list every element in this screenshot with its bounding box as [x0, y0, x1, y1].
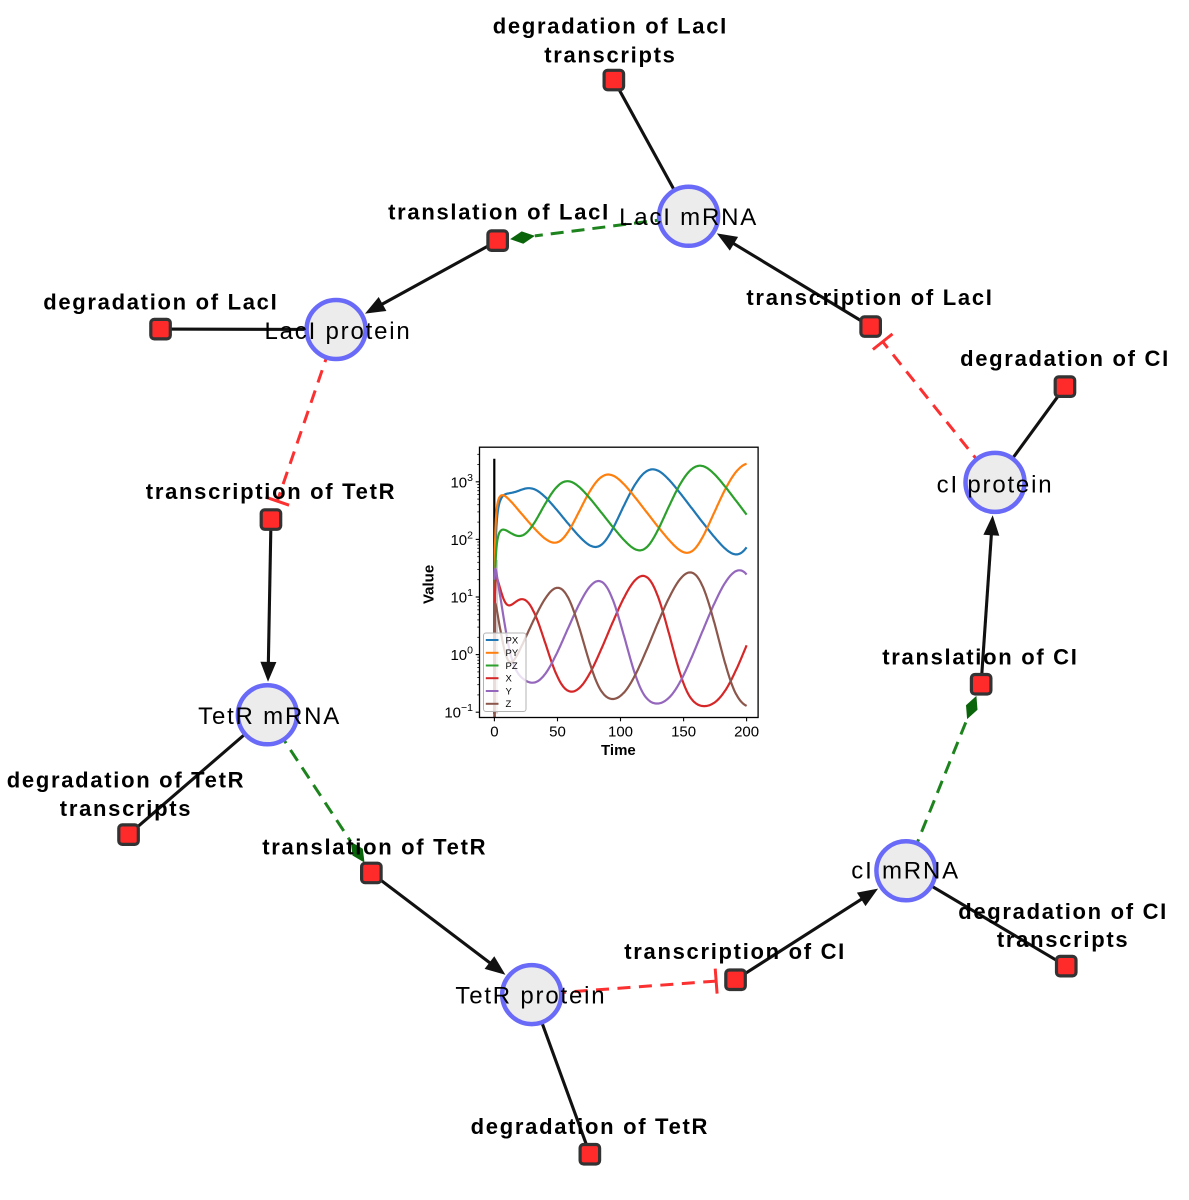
svg-text:transcription of CI: transcription of CI	[624, 939, 846, 964]
svg-text:transcripts: transcripts	[997, 927, 1129, 952]
svg-text:TetR protein: TetR protein	[455, 983, 606, 1010]
svg-text:transcription of TetR: transcription of TetR	[146, 479, 396, 504]
svg-text:cI protein: cI protein	[937, 471, 1054, 498]
svg-text:TetR mRNA: TetR mRNA	[198, 703, 341, 730]
svg-text:degradation of TetR: degradation of TetR	[7, 767, 245, 792]
svg-text:degradation of TetR: degradation of TetR	[471, 1114, 709, 1139]
svg-text:50: 50	[549, 723, 566, 740]
svg-text:100: 100	[608, 723, 633, 740]
svg-text:Time: Time	[601, 742, 636, 759]
svg-text:translation of CI: translation of CI	[882, 645, 1078, 670]
svg-text:cI mRNA: cI mRNA	[851, 858, 960, 885]
svg-text:Z: Z	[506, 699, 512, 710]
svg-text:transcripts: transcripts	[60, 796, 192, 821]
svg-text:degradation of LacI: degradation of LacI	[493, 14, 728, 39]
svg-text:X: X	[506, 674, 513, 685]
svg-text:PZ: PZ	[506, 661, 518, 672]
svg-text:Value: Value	[421, 565, 438, 604]
svg-text:translation of TetR: translation of TetR	[262, 834, 487, 859]
svg-text:Y: Y	[506, 686, 513, 697]
svg-text:translation of LacI: translation of LacI	[388, 199, 610, 224]
svg-text:0: 0	[490, 723, 498, 740]
svg-text:degradation of CI: degradation of CI	[960, 346, 1170, 371]
svg-text:PX: PX	[506, 635, 519, 646]
svg-text:LacI mRNA: LacI mRNA	[619, 204, 758, 231]
svg-text:degradation of LacI: degradation of LacI	[43, 290, 278, 315]
svg-text:200: 200	[734, 723, 759, 740]
svg-text:LacI protein: LacI protein	[264, 318, 411, 345]
svg-text:transcripts: transcripts	[544, 42, 676, 67]
svg-text:150: 150	[671, 723, 696, 740]
svg-text:PY: PY	[506, 648, 519, 659]
svg-text:degradation of CI: degradation of CI	[958, 899, 1168, 924]
svg-text:transcription of LacI: transcription of LacI	[746, 285, 993, 310]
